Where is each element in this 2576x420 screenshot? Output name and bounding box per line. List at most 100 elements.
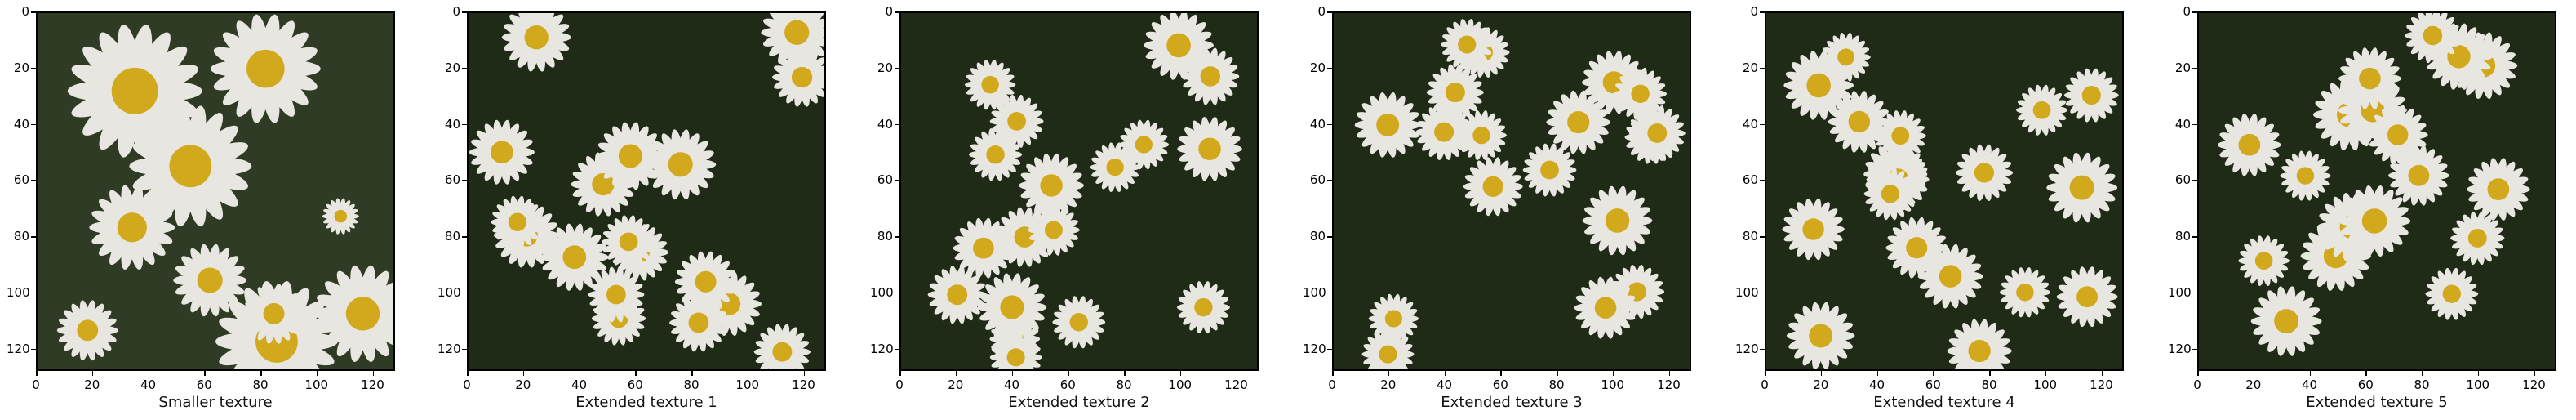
x-tick-mark — [635, 371, 637, 376]
y-tick-mark — [1760, 236, 1765, 238]
y-tick-mark — [31, 292, 36, 294]
x-tick-mark — [2534, 371, 2535, 376]
x-tick-mark — [1444, 371, 1446, 376]
texture-image — [1765, 11, 2124, 371]
x-tick-mark — [2309, 371, 2311, 376]
x-tick-label: 0 — [895, 378, 904, 392]
x-tick-mark — [1500, 371, 1502, 376]
x-tick-mark — [1011, 371, 1013, 376]
y-tick-label: 120 — [2168, 341, 2192, 356]
y-tick-mark — [462, 11, 467, 13]
x-tick-mark — [2197, 371, 2199, 376]
x-tick-label: 20 — [515, 378, 531, 392]
x-tick-mark — [91, 371, 94, 376]
x-tick-mark — [1765, 371, 1766, 376]
x-tick-mark — [2422, 371, 2423, 376]
y-tick-label: 60 — [2174, 172, 2191, 188]
x-tick-mark — [1989, 371, 1991, 376]
x-tick-mark — [467, 371, 469, 376]
texture-image — [2197, 11, 2556, 371]
y-tick-mark — [462, 236, 467, 238]
x-tick-label: 40 — [140, 378, 157, 392]
y-tick-label: 60 — [1742, 172, 1758, 188]
y-tick-label: 120 — [870, 341, 894, 356]
x-tick-mark — [1557, 371, 1558, 376]
x-tick-label: 100 — [735, 378, 760, 392]
y-tick-mark — [895, 123, 899, 125]
x-tick-label: 40 — [1868, 378, 1885, 392]
y-tick-mark — [2192, 123, 2197, 125]
panel-caption: Extended texture 3 — [1441, 394, 1583, 411]
y-tick-label: 120 — [1303, 341, 1326, 356]
x-tick-mark — [899, 371, 901, 376]
y-tick-mark — [1760, 11, 1765, 13]
x-tick-mark — [579, 371, 580, 376]
y-tick-label: 40 — [1309, 116, 1326, 132]
x-tick-label: 40 — [2301, 378, 2318, 392]
y-tick-label: 100 — [1303, 284, 1326, 300]
x-tick-label: 0 — [463, 378, 471, 392]
y-tick-mark — [1760, 292, 1765, 294]
y-tick-label: 0 — [21, 4, 29, 19]
y-tick-mark — [1327, 123, 1332, 125]
x-tick-label: 80 — [1548, 378, 1565, 392]
x-tick-label: 60 — [1925, 378, 1941, 392]
x-tick-mark — [1068, 371, 1069, 376]
y-tick-label: 80 — [444, 229, 460, 244]
x-tick-label: 100 — [2033, 378, 2058, 392]
x-tick-mark — [260, 371, 262, 376]
y-tick-label: 100 — [7, 284, 30, 300]
panel-caption: Extended texture 5 — [2306, 394, 2448, 411]
y-tick-mark — [1327, 348, 1332, 350]
y-tick-label: 20 — [2174, 60, 2191, 75]
y-tick-label: 0 — [1750, 4, 1758, 19]
x-tick-label: 60 — [1059, 378, 1076, 392]
y-tick-mark — [1327, 11, 1332, 13]
texture-image — [467, 11, 826, 371]
x-tick-mark — [36, 371, 38, 376]
texture-image — [899, 11, 1259, 371]
x-tick-label: 80 — [1981, 378, 1997, 392]
texture-panel: 0 20 40 60 80 100 120 0 20 40 60 80 100 120 Extended t… — [431, 0, 839, 420]
y-tick-mark — [2192, 292, 2197, 294]
x-tick-mark — [1876, 371, 1878, 376]
texture-panel: 0 20 40 60 80 100 120 0 20 40 60 80 100 120 Smaller te… — [0, 0, 408, 420]
y-tick-label: 80 — [13, 229, 29, 244]
y-tick-label: 40 — [13, 116, 29, 132]
x-tick-mark — [316, 371, 318, 376]
y-tick-mark — [462, 292, 467, 294]
y-tick-mark — [2192, 180, 2197, 181]
x-tick-label: 20 — [2245, 378, 2262, 392]
x-tick-mark — [1668, 371, 1670, 376]
x-tick-label: 40 — [1436, 378, 1453, 392]
x-tick-label: 60 — [2357, 378, 2374, 392]
y-tick-mark — [1760, 123, 1765, 125]
y-tick-mark — [895, 292, 899, 294]
y-tick-mark — [1760, 67, 1765, 69]
x-tick-mark — [2101, 371, 2103, 376]
x-tick-mark — [148, 371, 149, 376]
y-tick-mark — [1327, 236, 1332, 238]
y-tick-label: 100 — [1735, 284, 1759, 300]
x-tick-mark — [2045, 371, 2047, 376]
y-tick-label: 40 — [877, 116, 893, 132]
x-tick-label: 80 — [252, 378, 269, 392]
x-tick-label: 120 — [361, 378, 384, 392]
y-tick-label: 20 — [13, 60, 29, 75]
x-tick-mark — [2253, 371, 2255, 376]
y-tick-mark — [1327, 180, 1332, 181]
y-tick-label: 40 — [444, 116, 460, 132]
x-tick-label: 20 — [84, 378, 100, 392]
y-tick-mark — [2192, 67, 2197, 69]
panel-caption: Smaller texture — [158, 394, 273, 411]
x-tick-mark — [1236, 371, 1237, 376]
x-tick-label: 120 — [1657, 378, 1681, 392]
y-tick-label: 120 — [7, 341, 30, 356]
y-tick-mark — [31, 11, 36, 13]
y-tick-mark — [1327, 292, 1332, 294]
y-tick-mark — [2192, 348, 2197, 350]
y-tick-label: 0 — [885, 4, 893, 19]
texture-panel: 0 20 40 60 80 100 120 0 20 40 60 80 100 120 Extended t… — [1729, 0, 2137, 420]
y-tick-label: 80 — [1309, 229, 1326, 244]
y-tick-label: 100 — [870, 284, 894, 300]
